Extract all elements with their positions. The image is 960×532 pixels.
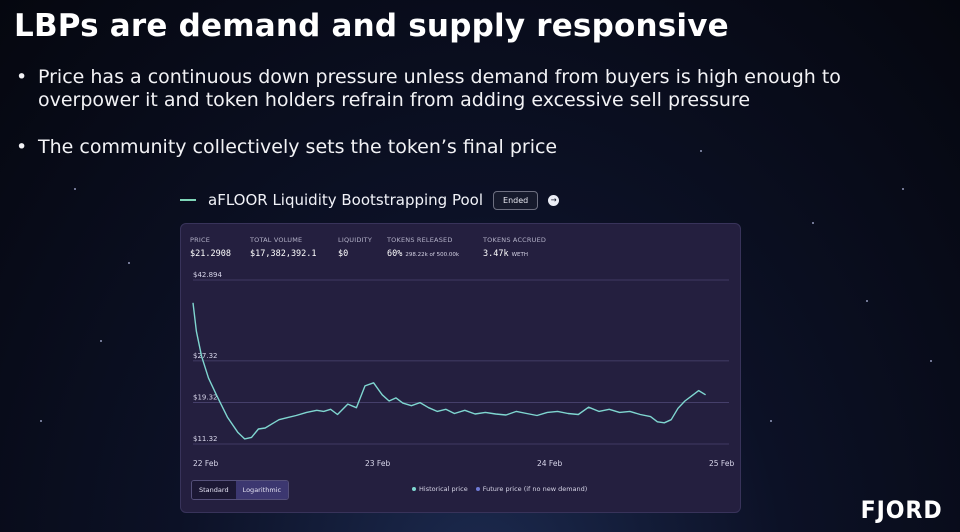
stat-tokens-accrued: TOKENS ACCRUED 3.47k WETH [483, 236, 546, 259]
pool-title: aFLOOR Liquidity Bootstrapping Pool [208, 191, 484, 209]
chart-panel: PRICE $21.2908 TOTAL VOLUME $17,382,392.… [180, 223, 741, 513]
bullet-text: Price has a continuous down pressure unl… [38, 66, 841, 111]
stat-label: PRICE [190, 236, 210, 244]
stat-value: $17,382,392.1 [250, 249, 317, 259]
stat-liquidity: LIQUIDITY $0 [338, 236, 372, 259]
star-icon [770, 420, 772, 422]
stat-price: PRICE $21.2908 [190, 236, 231, 259]
legend-label: Future price (if no new demand) [482, 485, 588, 493]
legend-item-future: Future price (if no new demand) [475, 485, 588, 493]
legend-label: Historical price [419, 485, 468, 493]
chart-legend: Historical price Future price (if no new… [412, 485, 595, 493]
bullet-dot-icon: • [16, 66, 28, 88]
star-icon [866, 300, 868, 302]
stat-value: 60% 298.22k of 500.00k [387, 249, 459, 259]
x-tick-label: 22 Feb [193, 459, 218, 468]
pool-header: aFLOOR Liquidity Bootstrapping Pool Ende… [180, 188, 560, 212]
legend-item-historical: Historical price [412, 485, 468, 493]
fjord-logo: FJORD [860, 496, 943, 524]
price-chart: $42.894 $27.32 $19.32 $11.32 22 Feb 23 Feb 24 … [192, 271, 734, 468]
stat-label: TOKENS RELEASED [387, 236, 453, 244]
y-tick-label: $19.32 [193, 393, 218, 401]
pool-line-icon [180, 199, 196, 201]
bullet-list: • Price has a continuous down pressure u… [16, 66, 916, 159]
y-tick-label: $42.894 [193, 271, 222, 279]
toggle-logarithmic-button[interactable]: Logarithmic [235, 481, 289, 499]
stat-value: $21.2908 [190, 249, 231, 259]
legend-dot-icon [412, 487, 416, 491]
bullet-dot-icon: • [16, 136, 28, 158]
stat-label: TOKENS ACCRUED [483, 236, 547, 244]
x-tick-label: 23 Feb [365, 459, 390, 468]
bullet-text: The community collectively sets the toke… [38, 136, 558, 158]
bullet-item: • The community collectively sets the to… [16, 136, 916, 159]
stat-value-main: 3.47k [483, 249, 509, 259]
star-icon [128, 262, 130, 264]
star-icon [40, 420, 42, 422]
star-icon [812, 222, 814, 224]
stat-label: LIQUIDITY [338, 236, 372, 244]
stat-value: $0 [338, 249, 349, 259]
stat-value: 3.47k WETH [483, 249, 546, 259]
info-icon[interactable]: → [548, 194, 560, 206]
stat-sub: 298.22k of 500.00k [405, 252, 460, 258]
toggle-standard-button[interactable]: Standard [192, 481, 236, 499]
x-tick-label: 25 Feb [709, 459, 734, 468]
star-icon [74, 188, 76, 190]
bullet-item: • Price has a continuous down pressure u… [16, 66, 916, 112]
stat-sub: WETH [511, 252, 529, 258]
x-tick-label: 24 Feb [537, 459, 562, 468]
star-icon [930, 360, 932, 362]
legend-dot-icon [475, 487, 480, 491]
slide-title: LBPs are demand and supply responsive [14, 8, 729, 44]
status-badge: Ended [493, 190, 539, 210]
stat-label: TOTAL VOLUME [250, 236, 303, 244]
series-line-historical-price [192, 302, 706, 440]
star-icon [902, 188, 904, 190]
stat-total-volume: TOTAL VOLUME $17,382,392.1 [250, 236, 317, 259]
y-tick-label: $11.32 [193, 435, 218, 443]
stat-tokens-released: TOKENS RELEASED 60% 298.22k of 500.00k [387, 236, 459, 259]
stat-value-main: 60% [387, 249, 403, 259]
star-icon [100, 340, 102, 342]
scale-toggle: Standard Logarithmic [191, 480, 290, 500]
y-tick-label: $27.32 [193, 352, 218, 360]
